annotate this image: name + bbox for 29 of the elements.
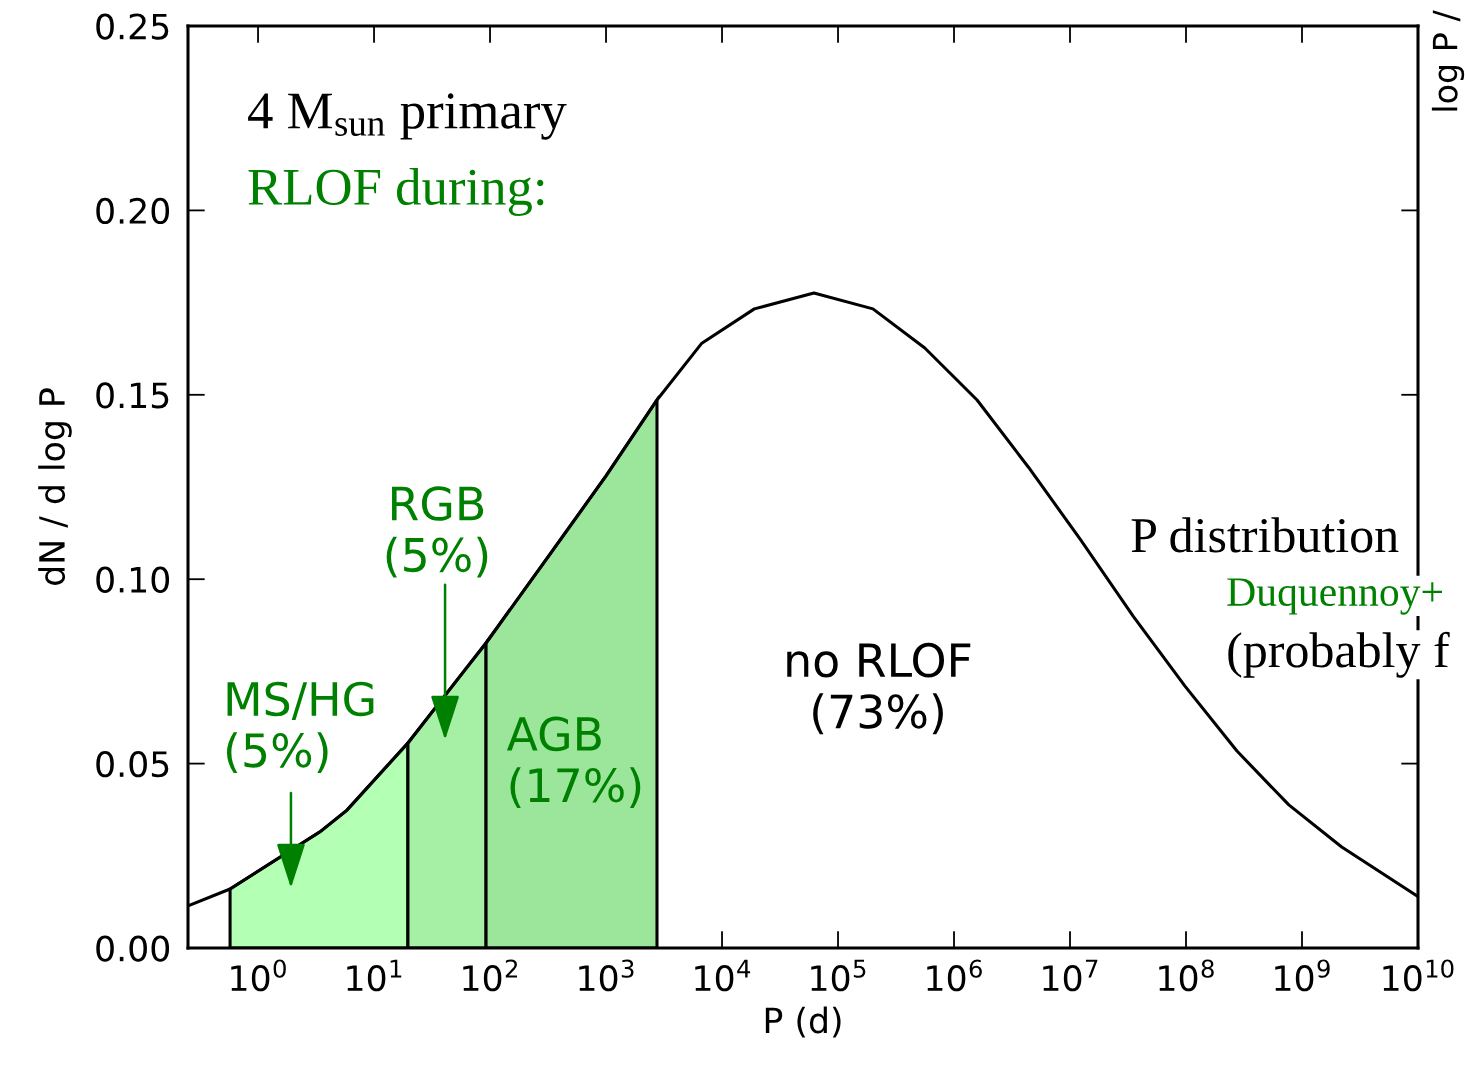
y-tick-label: 0.10 bbox=[96, 566, 170, 593]
x-tick-label: 10$^{3}$ bbox=[579, 959, 634, 992]
annotation: no RLOF (73%) bbox=[787, 642, 971, 735]
y-tick-label: 0.00 bbox=[96, 935, 170, 962]
x-tick-label: 10$^{9}$ bbox=[1275, 959, 1330, 992]
x-tick-label: 10$^{0}$ bbox=[231, 959, 286, 992]
x-axis-title: P (d) bbox=[765, 1006, 841, 1038]
annotation: AGB (17%) bbox=[506, 716, 641, 808]
x-tick-label: 10$^{1}$ bbox=[347, 959, 402, 992]
x-tick-label: 10$^{6}$ bbox=[927, 959, 982, 992]
annotation: RLOF during: bbox=[248, 167, 544, 216]
annotation: (probably f bbox=[1228, 631, 1450, 678]
y-tick-label: 0.15 bbox=[96, 382, 169, 409]
annotation: RGB (5%) bbox=[386, 486, 488, 578]
x-tick-label: 10$^{4}$ bbox=[695, 959, 751, 992]
y-tick-label: 0.20 bbox=[96, 197, 170, 225]
y-tick-label: 0.25 bbox=[96, 13, 169, 40]
x-tick-label: 10$^{2}$ bbox=[463, 959, 518, 992]
x-tick-label: 10$^{7}$ bbox=[1043, 959, 1098, 992]
x-tick-label: 10$^{5}$ bbox=[811, 959, 866, 992]
y-tick-label: 0.05 bbox=[96, 751, 169, 778]
y-axis-title: dN / d log P bbox=[38, 388, 72, 585]
x-tick-label: 10$^{10}$ bbox=[1383, 959, 1454, 992]
annotation: Duquennoy+ bbox=[1227, 578, 1442, 615]
text: log P / bbox=[1431, 10, 1465, 111]
x-tick-label: 10$^{8}$ bbox=[1159, 959, 1214, 992]
annotation: P distribution bbox=[1131, 517, 1399, 553]
annotation: 4 M$_{sun}$ primary bbox=[248, 93, 567, 140]
annotation: MS/HG (5%) bbox=[226, 681, 374, 774]
